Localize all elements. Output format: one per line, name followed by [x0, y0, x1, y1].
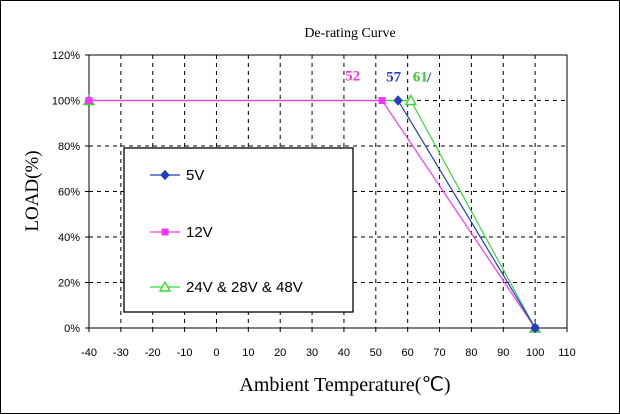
x-tick-label: 10 — [242, 347, 254, 359]
legend-item-12v: 12V — [150, 224, 213, 241]
y-tick-label: 20% — [58, 278, 80, 290]
x-tick-label: 110 — [558, 347, 576, 359]
chart-title: De-rating Curve — [304, 26, 395, 41]
y-tick-label: 60% — [58, 187, 80, 199]
series-layer — [82, 94, 542, 334]
series-5v — [393, 95, 540, 334]
legend-items: 5V 12V 24V & 28V & 48V — [150, 167, 303, 296]
annotations: 52 57 61/ — [345, 69, 432, 87]
data-point-5v — [530, 322, 540, 334]
legend-item-24v-28v-48v: 24V & 28V & 48V — [150, 279, 303, 296]
y-tick-label: 80% — [58, 141, 80, 153]
x-tick-label: -10 — [177, 347, 193, 359]
data-point-24v-28v-48v — [404, 94, 418, 106]
legend-swatch-marker — [160, 169, 170, 181]
x-tick-label: 90 — [497, 347, 509, 359]
x-axis-label: Ambient Temperature(℃) — [239, 374, 450, 396]
x-tick-label: 100 — [526, 347, 544, 359]
x-tick-label: 30 — [306, 347, 318, 359]
series-line-5v — [397, 100, 536, 329]
legend-label: 12V — [186, 224, 213, 241]
y-axis-label: LOAD(%) — [22, 150, 43, 231]
x-tick-label: 80 — [465, 347, 477, 359]
data-point-12v — [378, 97, 386, 104]
x-tick-label: 40 — [338, 347, 350, 359]
data-point-12v — [85, 97, 93, 104]
y-tick-label: 40% — [58, 232, 80, 244]
legend-swatch-marker — [158, 280, 172, 292]
axis-ticks: -40 -30 -20 -10 0 10 20 30 40 50 60 70 80 90 100 110 0% 2… — [52, 50, 576, 359]
x-tick-label: 20 — [274, 347, 286, 359]
y-tick-label: 100% — [52, 96, 80, 108]
legend-swatch-marker — [161, 228, 169, 236]
x-tick-label: 70 — [433, 347, 445, 359]
legend-label: 24V & 28V & 48V — [186, 279, 303, 296]
x-tick-label: 0 — [213, 347, 219, 359]
annotation-separator: / — [426, 70, 432, 86]
y-tick-label: 120% — [52, 50, 80, 62]
data-point-5v — [393, 95, 403, 106]
legend-item-5v: 5V — [150, 167, 204, 184]
x-tick-label: -40 — [81, 347, 97, 359]
x-tick-label: -20 — [145, 347, 161, 359]
annotation-57: 57 — [386, 70, 402, 86]
x-tick-label: 50 — [370, 347, 382, 359]
annotation-61: 61 — [413, 70, 428, 86]
y-tick-label: 0% — [64, 323, 80, 335]
annotation-52: 52 — [345, 69, 360, 85]
x-tick-label: -30 — [113, 347, 129, 359]
legend-label: 5V — [186, 167, 204, 184]
x-tick-label: 60 — [402, 347, 414, 359]
